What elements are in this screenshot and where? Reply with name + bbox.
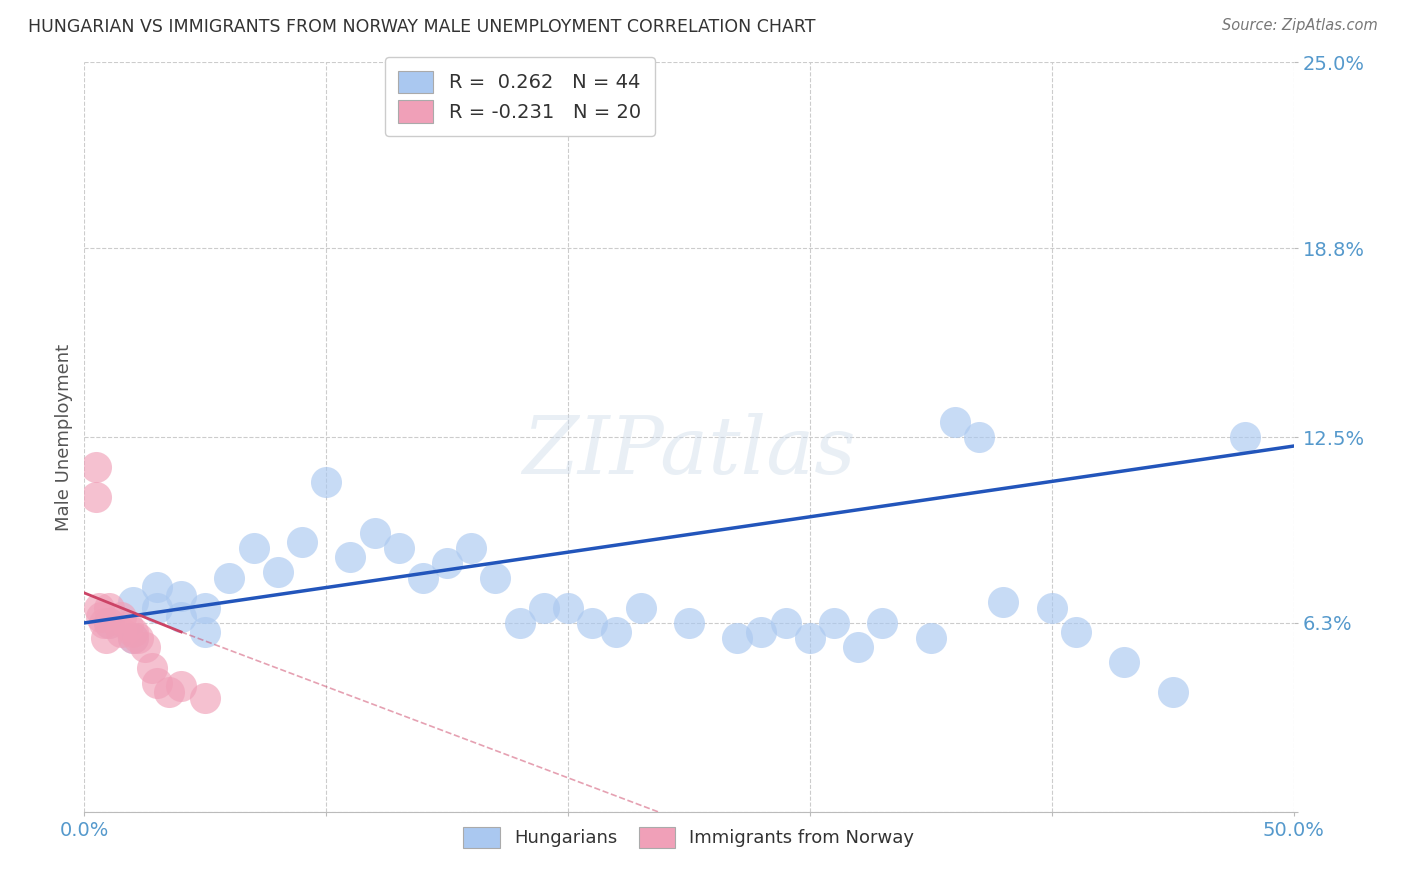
Point — [90, 610, 112, 624]
Point — [93, 615, 115, 630]
Point — [509, 615, 531, 630]
Point — [775, 615, 797, 630]
Point — [97, 601, 120, 615]
Point — [993, 595, 1015, 609]
Point — [436, 556, 458, 570]
Point — [194, 624, 217, 639]
Point — [170, 679, 193, 693]
Point — [315, 475, 337, 489]
Point — [141, 661, 163, 675]
Point — [460, 541, 482, 555]
Point — [242, 541, 264, 555]
Point — [823, 615, 845, 630]
Point — [872, 615, 894, 630]
Point — [110, 610, 132, 624]
Point — [605, 624, 627, 639]
Point — [1161, 685, 1184, 699]
Point — [267, 565, 290, 579]
Point — [581, 615, 603, 630]
Point — [967, 430, 990, 444]
Text: Source: ZipAtlas.com: Source: ZipAtlas.com — [1222, 18, 1378, 33]
Point — [87, 601, 110, 615]
Point — [920, 631, 942, 645]
Point — [117, 619, 139, 633]
Point — [630, 601, 652, 615]
Point — [557, 601, 579, 615]
Point — [388, 541, 411, 555]
Y-axis label: Male Unemployment: Male Unemployment — [55, 343, 73, 531]
Point — [170, 610, 193, 624]
Point — [725, 631, 748, 645]
Point — [146, 601, 169, 615]
Point — [799, 631, 821, 645]
Point — [1064, 624, 1087, 639]
Point — [86, 490, 108, 504]
Point — [121, 624, 143, 639]
Point — [194, 690, 217, 705]
Point — [218, 571, 240, 585]
Point — [484, 571, 506, 585]
Point — [291, 535, 314, 549]
Point — [533, 601, 555, 615]
Point — [121, 595, 143, 609]
Point — [363, 526, 385, 541]
Point — [121, 631, 143, 645]
Point — [134, 640, 156, 654]
Text: HUNGARIAN VS IMMIGRANTS FROM NORWAY MALE UNEMPLOYMENT CORRELATION CHART: HUNGARIAN VS IMMIGRANTS FROM NORWAY MALE… — [28, 18, 815, 36]
Point — [339, 549, 361, 564]
Point — [127, 631, 149, 645]
Point — [412, 571, 434, 585]
Point — [146, 580, 169, 594]
Point — [846, 640, 869, 654]
Point — [97, 615, 120, 630]
Point — [86, 460, 108, 475]
Point — [678, 615, 700, 630]
Point — [110, 624, 132, 639]
Point — [1114, 655, 1136, 669]
Point — [157, 685, 180, 699]
Point — [194, 601, 217, 615]
Point — [751, 624, 773, 639]
Point — [146, 676, 169, 690]
Legend: Hungarians, Immigrants from Norway: Hungarians, Immigrants from Norway — [456, 820, 922, 855]
Point — [943, 415, 966, 429]
Point — [94, 631, 117, 645]
Point — [97, 615, 120, 630]
Text: ZIPatlas: ZIPatlas — [522, 413, 856, 491]
Point — [170, 589, 193, 603]
Point — [1234, 430, 1257, 444]
Point — [121, 631, 143, 645]
Point — [1040, 601, 1063, 615]
